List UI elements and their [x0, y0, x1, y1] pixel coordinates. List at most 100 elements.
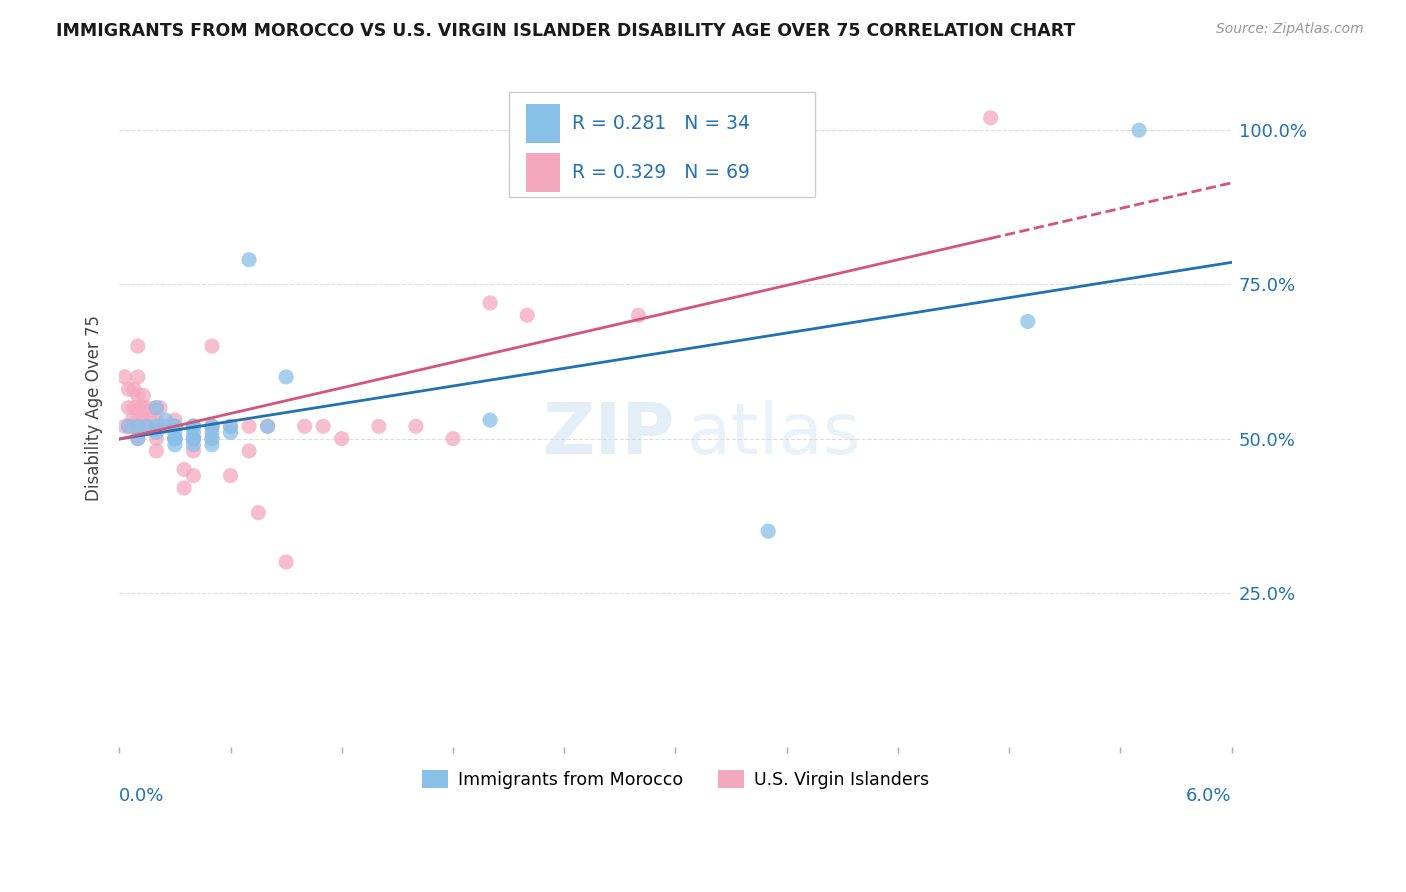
Point [122, 419, 145, 434]
Point [627, 308, 650, 322]
Point [441, 432, 464, 446]
Point [173, 462, 195, 476]
Point [201, 432, 224, 446]
Point [219, 419, 242, 434]
Point [136, 419, 159, 434]
Point [127, 419, 149, 434]
Point [247, 506, 270, 520]
Point [117, 419, 139, 434]
Point [163, 413, 186, 427]
Point [117, 419, 139, 434]
Text: ZIP: ZIP [543, 401, 675, 469]
Point [183, 419, 205, 434]
Point [145, 401, 167, 415]
Point [183, 438, 205, 452]
Point [127, 370, 149, 384]
Point [201, 339, 224, 353]
Y-axis label: Disability Age Over 75: Disability Age Over 75 [86, 315, 103, 500]
FancyBboxPatch shape [526, 153, 560, 192]
Point [145, 419, 167, 434]
Legend: Immigrants from Morocco, U.S. Virgin Islanders: Immigrants from Morocco, U.S. Virgin Isl… [415, 764, 936, 796]
Point [114, 370, 136, 384]
Point [127, 401, 149, 415]
Point [238, 252, 260, 267]
Point [145, 419, 167, 434]
Point [127, 419, 149, 434]
Point [127, 432, 149, 446]
Point [219, 425, 242, 440]
Point [276, 370, 298, 384]
Point [183, 419, 205, 434]
Point [256, 419, 278, 434]
Point [163, 419, 186, 434]
Point [183, 468, 205, 483]
Point [201, 432, 224, 446]
Point [122, 382, 145, 396]
Point [980, 111, 1002, 125]
Point [163, 419, 186, 434]
Point [201, 419, 224, 434]
Point [145, 425, 167, 440]
Text: Source: ZipAtlas.com: Source: ZipAtlas.com [1216, 22, 1364, 37]
Point [139, 419, 162, 434]
Text: atlas: atlas [686, 401, 860, 469]
Point [155, 419, 177, 434]
Point [238, 444, 260, 458]
Point [163, 419, 186, 434]
Point [201, 438, 224, 452]
FancyBboxPatch shape [526, 103, 560, 143]
Point [127, 419, 149, 434]
Point [122, 401, 145, 415]
Point [131, 419, 153, 434]
Point [256, 419, 278, 434]
Text: 6.0%: 6.0% [1187, 787, 1232, 805]
Point [145, 413, 167, 427]
Point [127, 413, 149, 427]
Point [121, 413, 143, 427]
Point [183, 432, 205, 446]
Point [479, 413, 502, 427]
Point [201, 425, 224, 440]
Point [114, 419, 136, 434]
Point [121, 419, 143, 434]
Text: R = 0.329   N = 69: R = 0.329 N = 69 [572, 163, 749, 182]
Point [136, 413, 159, 427]
Point [294, 419, 316, 434]
Point [127, 432, 149, 446]
Point [183, 419, 205, 434]
Point [312, 419, 335, 434]
Point [132, 401, 155, 415]
Point [1128, 123, 1150, 137]
Point [117, 401, 139, 415]
Point [136, 401, 159, 415]
Point [163, 425, 186, 440]
Point [183, 425, 205, 440]
Point [183, 444, 205, 458]
Point [145, 419, 167, 434]
Point [405, 419, 427, 434]
Point [201, 419, 224, 434]
Point [163, 438, 186, 452]
Point [516, 308, 538, 322]
Point [238, 419, 260, 434]
Point [183, 432, 205, 446]
Point [127, 388, 149, 402]
Point [117, 382, 139, 396]
Point [1017, 314, 1039, 328]
Point [139, 413, 162, 427]
FancyBboxPatch shape [509, 92, 814, 197]
Point [136, 419, 159, 434]
Point [276, 555, 298, 569]
Point [163, 432, 186, 446]
Text: IMMIGRANTS FROM MOROCCO VS U.S. VIRGIN ISLANDER DISABILITY AGE OVER 75 CORRELATI: IMMIGRANTS FROM MOROCCO VS U.S. VIRGIN I… [56, 22, 1076, 40]
Point [163, 432, 186, 446]
Point [163, 419, 186, 434]
Point [183, 432, 205, 446]
Point [149, 419, 172, 434]
Point [163, 432, 186, 446]
Point [163, 419, 186, 434]
Point [155, 413, 177, 427]
Point [131, 413, 153, 427]
Point [219, 419, 242, 434]
Point [145, 401, 167, 415]
